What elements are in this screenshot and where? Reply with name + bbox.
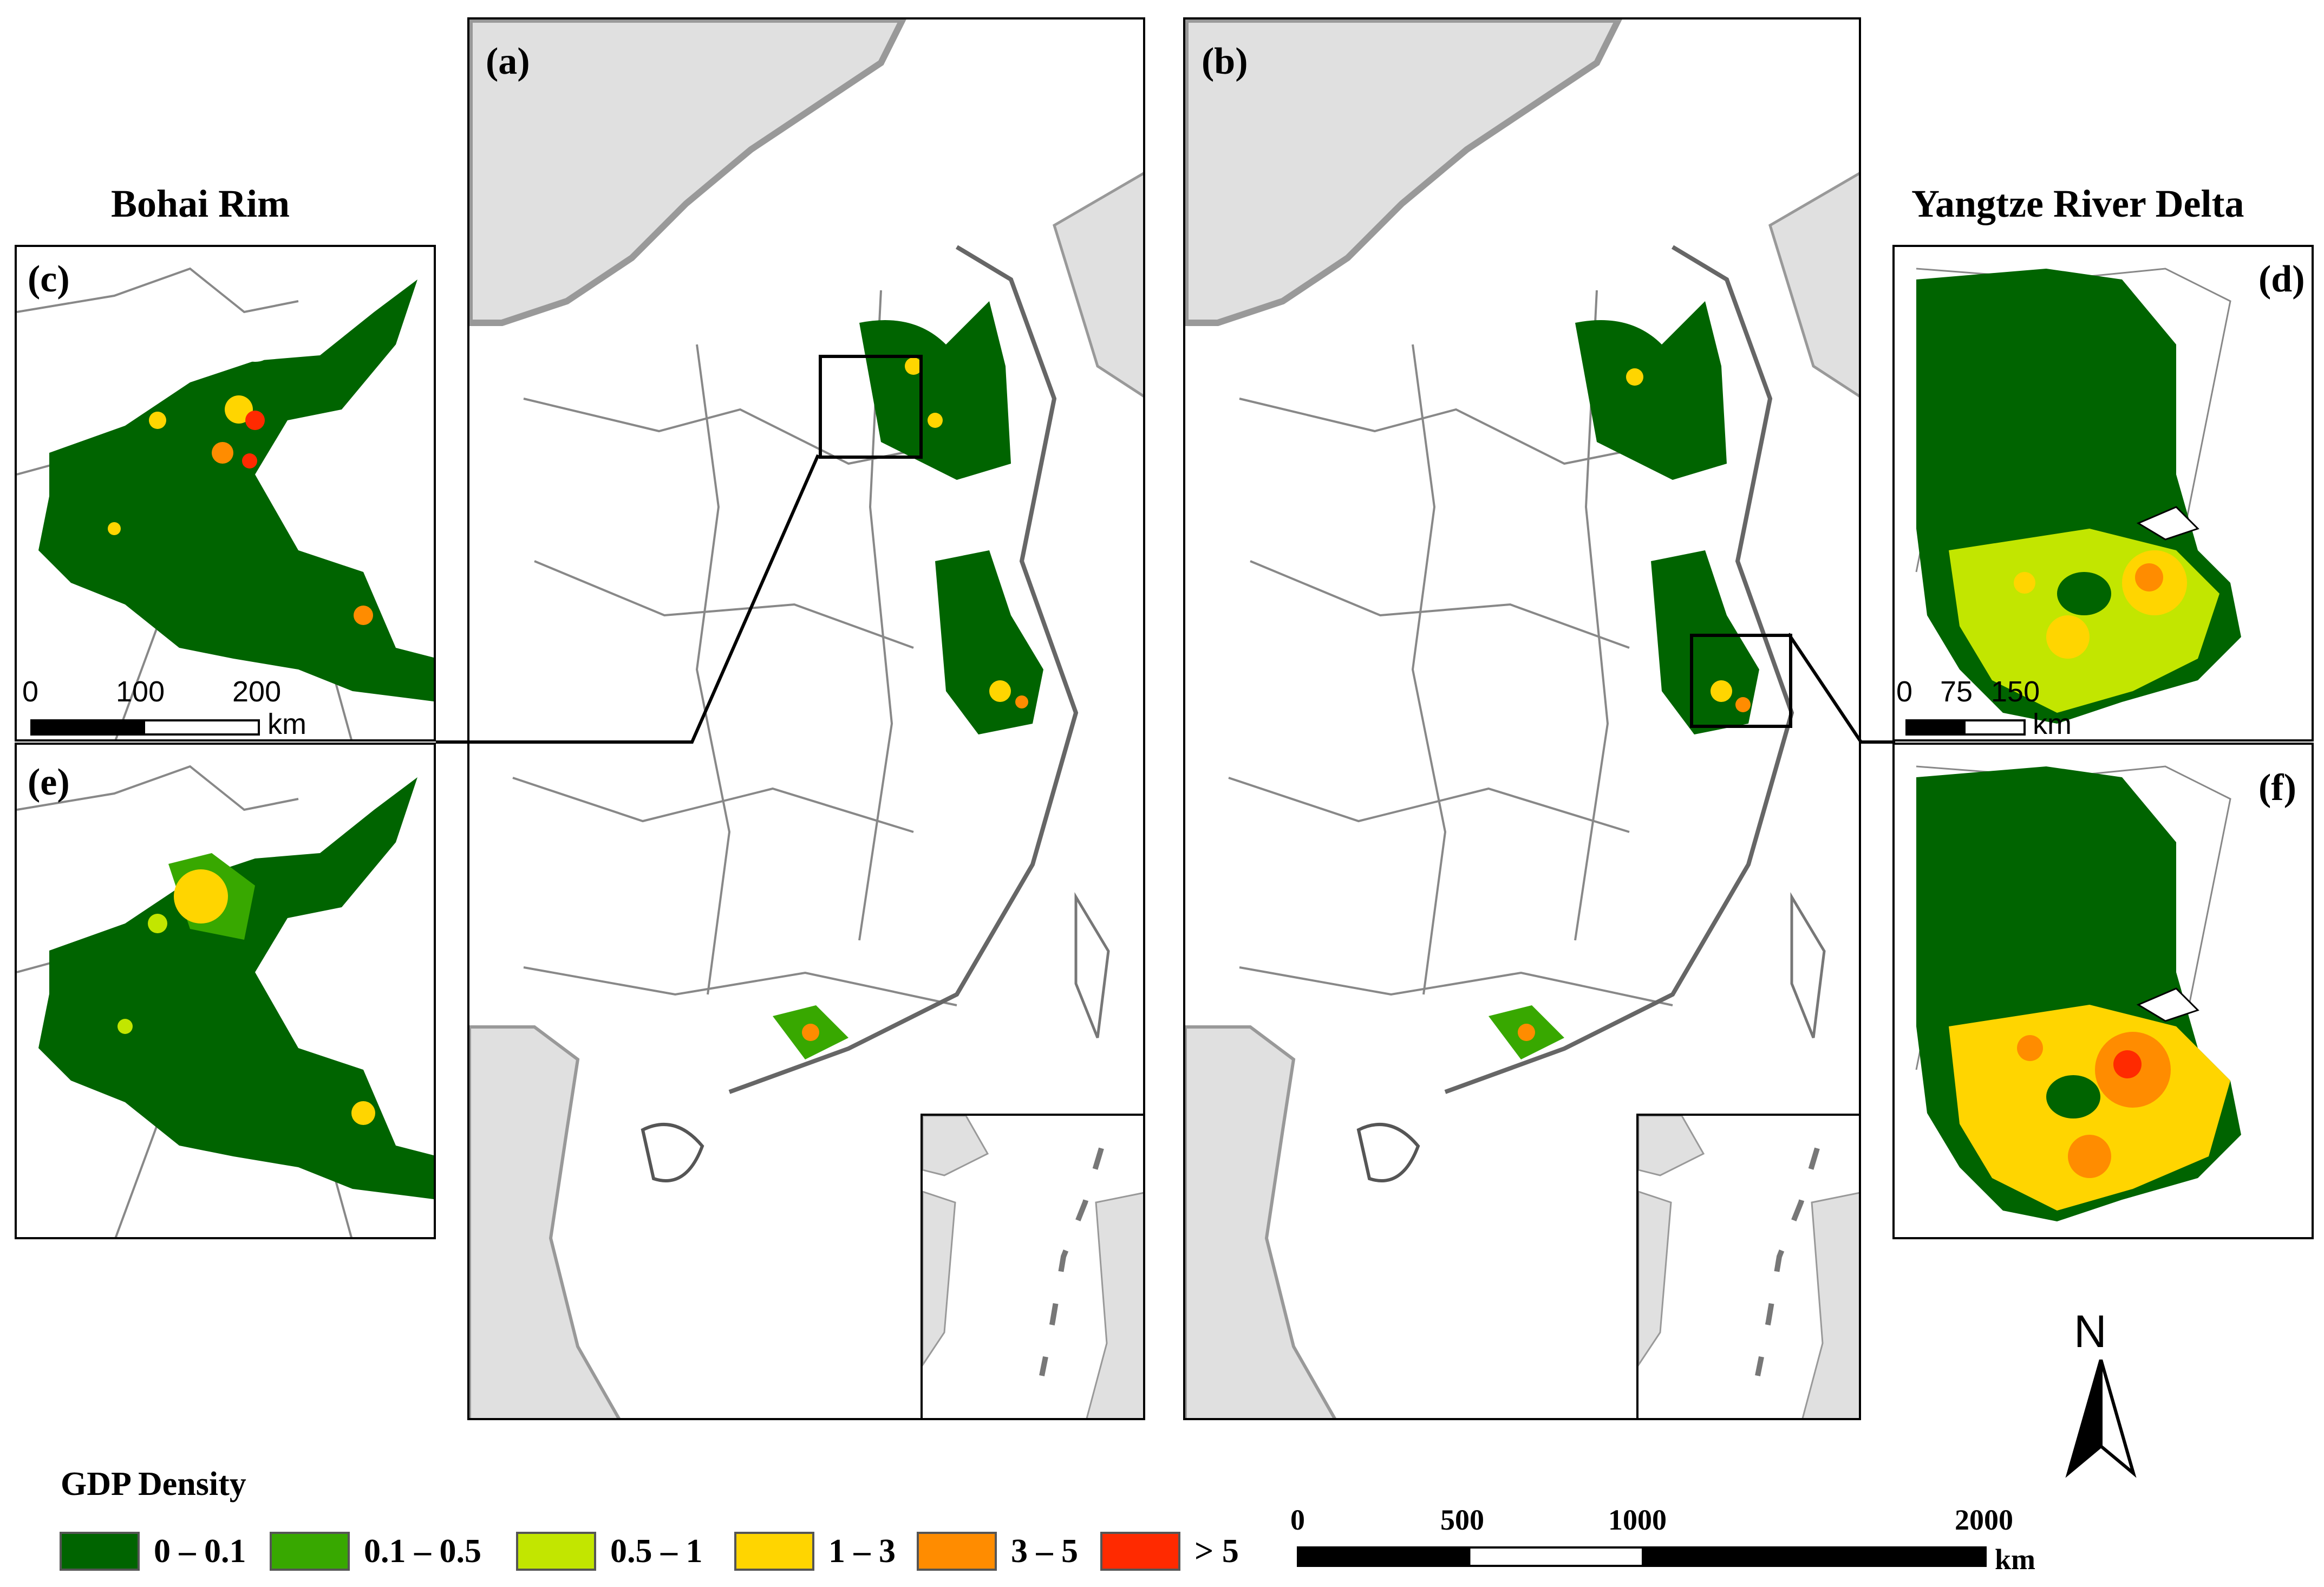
inset-d-scale-bar	[1905, 719, 2026, 736]
inset-map-d-yangtze: (d) 0 75 150 km	[1892, 245, 2314, 742]
panel-label-a: (a)	[486, 41, 530, 82]
inset-c-scale-unit: km	[267, 708, 306, 740]
legend-swatch-1	[270, 1532, 350, 1571]
legend-label-3: 1 – 3	[828, 1532, 896, 1570]
legend-label-5: > 5	[1194, 1532, 1239, 1570]
north-arrow-icon	[2065, 1360, 2137, 1478]
main-map-a-svg	[469, 19, 1143, 1418]
inset-south-china-sea-b	[1636, 1114, 1859, 1418]
legend-swatch-5	[1100, 1532, 1180, 1571]
main-scale-tick-500: 500	[1440, 1504, 1484, 1536]
main-scale-tick-2000: 2000	[1955, 1504, 2013, 1536]
legend-label-2: 0.5 – 1	[610, 1532, 703, 1570]
legend-item-4: 3 – 5	[917, 1532, 1078, 1571]
inset-c-scale-tick-0: 0	[22, 675, 39, 708]
legend-label-0: 0 – 0.1	[154, 1532, 246, 1570]
main-map-b: (b)	[1183, 17, 1861, 1420]
inset-map-c-bohai: (c) 0 100 200 km	[15, 245, 436, 742]
yangtze-river-delta-title: Yangtze River Delta	[1911, 182, 2244, 225]
inset-c-scale-tick-100: 100	[116, 675, 165, 708]
inset-c-scale-tick-200: 200	[232, 675, 282, 708]
legend-swatch-0	[60, 1532, 140, 1571]
main-map-b-svg	[1185, 19, 1859, 1418]
main-map-a: (a)	[467, 17, 1145, 1420]
legend-label-1: 0.1 – 0.5	[364, 1532, 481, 1570]
legend-item-2: 0.5 – 1	[516, 1532, 703, 1571]
legend-label-4: 3 – 5	[1011, 1532, 1078, 1570]
panel-label-c: (c)	[28, 258, 70, 300]
legend-item-5: > 5	[1100, 1532, 1239, 1571]
panel-label-f: (f)	[2258, 767, 2296, 809]
legend-item-3: 1 – 3	[734, 1532, 896, 1571]
bohai-rim-title: Bohai Rim	[111, 182, 290, 225]
main-scale-bar	[1297, 1546, 1987, 1567]
inset-c-scale-bar	[30, 719, 260, 736]
inset-d-scale-tick-0: 0	[1896, 675, 1913, 708]
main-scale-tick-0: 0	[1290, 1504, 1305, 1536]
panel-label-d: (d)	[2258, 258, 2305, 300]
inset-map-f-yangtze: (f)	[1892, 743, 2314, 1239]
legend-swatch-3	[734, 1532, 814, 1571]
legend-item-0: 0 – 0.1	[60, 1532, 246, 1571]
inset-map-e-bohai: (e)	[15, 743, 436, 1239]
inset-d-scale-unit: km	[2033, 708, 2072, 740]
legend-item-1: 0.1 – 0.5	[270, 1532, 481, 1571]
legend-swatch-2	[516, 1532, 596, 1571]
main-scale-unit: km	[1995, 1543, 2036, 1576]
north-arrow-label: N	[2074, 1306, 2107, 1357]
main-scale-tick-1000: 1000	[1608, 1504, 1667, 1536]
inset-south-china-sea-a	[921, 1114, 1143, 1418]
panel-label-e: (e)	[28, 762, 70, 803]
inset-d-scale-tick-75: 75	[1940, 675, 1973, 708]
panel-label-b: (b)	[1202, 41, 1248, 82]
legend-title: GDP Density	[61, 1466, 246, 1503]
legend-swatch-4	[917, 1532, 997, 1571]
inset-d-scale-tick-150: 150	[1991, 675, 2040, 708]
